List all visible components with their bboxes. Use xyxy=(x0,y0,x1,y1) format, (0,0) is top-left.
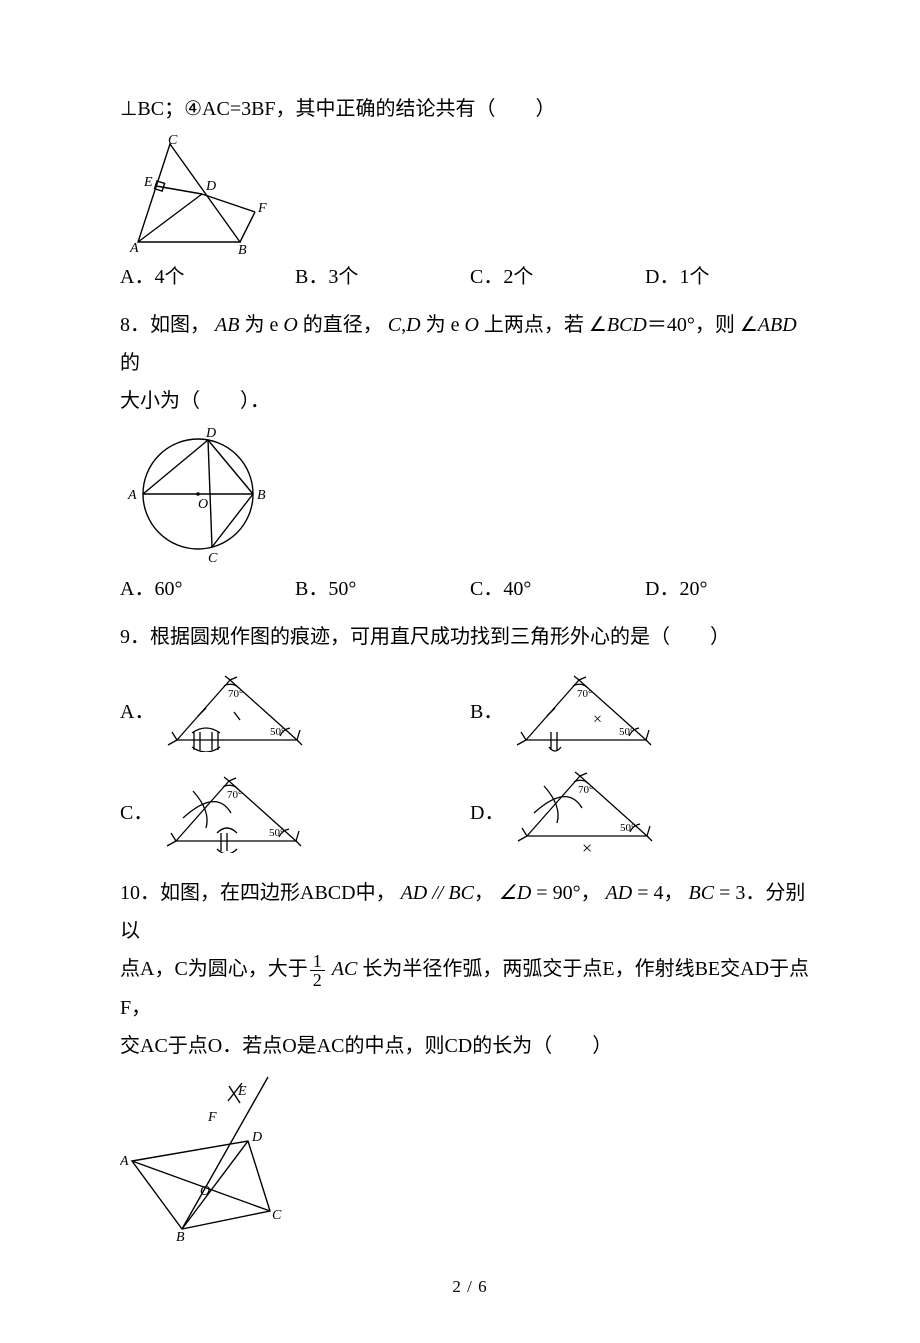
q9-opt-d: D． × 70° 50° xyxy=(470,768,820,858)
q8-figure: A B C D O xyxy=(120,426,275,566)
svg-text:F: F xyxy=(207,1110,217,1125)
q9-fig-d: × 70° 50° xyxy=(512,768,662,858)
q9-stem: 9．根据圆规作图的痕迹，可用直尺成功找到三角形外心的是（ ） xyxy=(120,618,820,656)
page: ⊥BC；④AC=3BF，其中正确的结论共有（ ） A B C D E F A．4… xyxy=(0,0,920,1343)
q9-fig-b: × 70° 50° xyxy=(511,672,661,752)
svg-text:F: F xyxy=(257,201,267,216)
q9-options: A． 70° 50° xyxy=(120,664,820,866)
svg-text:70°: 70° xyxy=(578,784,593,796)
svg-text:×: × xyxy=(582,838,592,858)
svg-text:D: D xyxy=(251,1130,262,1145)
q7-opt-d: D．1个 xyxy=(645,258,820,296)
q7-opt-a: A．4个 xyxy=(120,258,295,296)
q9-opt-b: B． × 70° 50° xyxy=(470,672,820,752)
svg-text:A: A xyxy=(120,1154,129,1169)
q8-opt-a: A．60° xyxy=(120,570,295,608)
svg-text:D: D xyxy=(205,426,216,441)
q9-opt-b-label: B． xyxy=(470,693,503,731)
svg-text:A: A xyxy=(129,241,139,254)
svg-text:O: O xyxy=(198,497,208,512)
svg-text:70°: 70° xyxy=(228,688,243,700)
q7-options: A．4个 B．3个 C．2个 D．1个 xyxy=(120,258,820,296)
svg-text:×: × xyxy=(593,711,602,728)
svg-text:50°: 50° xyxy=(619,726,634,738)
q9-opt-c-label: C． xyxy=(120,794,153,832)
q8-opt-d: D．20° xyxy=(645,570,820,608)
svg-text:E: E xyxy=(237,1084,247,1099)
q10-stem-3: 交AC于点O．若点O是AC的中点，则CD的长为（ ） xyxy=(120,1027,820,1065)
q7-tail: ⊥BC；④AC=3BF，其中正确的结论共有（ ） xyxy=(120,90,820,128)
q10-figure: A B C D F E O xyxy=(120,1071,290,1241)
q9-opt-a-label: A． xyxy=(120,693,154,731)
q10-stem-1: 10．如图，在四边形ABCD中， AD // BC， ∠D = 90°， AD … xyxy=(120,874,820,950)
q7-opt-b: B．3个 xyxy=(295,258,470,296)
page-footer: 2 / 6 xyxy=(120,1271,820,1303)
q9-fig-c: 70° 50° xyxy=(161,773,311,853)
svg-text:B: B xyxy=(238,243,247,254)
q10-stem-2: 点A，C为圆心，大于12 AC 长为半径作弧，两弧交于点E，作射线BE交AD于点… xyxy=(120,950,820,1027)
svg-text:C: C xyxy=(208,551,218,566)
q8-stem-1: 8．如图， AB 为 e O 的直径， C,D 为 e O 上两点，若 ∠BCD… xyxy=(120,306,820,382)
q8-options: A．60° B．50° C．40° D．20° xyxy=(120,570,820,608)
svg-text:50°: 50° xyxy=(270,726,285,738)
svg-text:O: O xyxy=(200,1184,210,1199)
svg-text:C: C xyxy=(272,1208,282,1223)
q7-figure: A B C D E F xyxy=(120,134,280,254)
q9-opt-c: C． 70° 50° xyxy=(120,768,470,858)
q9-fig-a: 70° 50° xyxy=(162,672,312,752)
svg-text:C: C xyxy=(168,134,178,148)
svg-text:E: E xyxy=(143,175,153,190)
svg-text:B: B xyxy=(176,1230,185,1241)
svg-text:B: B xyxy=(257,488,266,503)
q9-opt-d-label: D． xyxy=(470,794,504,832)
q8-opt-c: C．40° xyxy=(470,570,645,608)
q8-opt-b: B．50° xyxy=(295,570,470,608)
svg-text:50°: 50° xyxy=(269,827,284,839)
q7-opt-c: C．2个 xyxy=(470,258,645,296)
svg-text:50°: 50° xyxy=(620,822,635,834)
svg-text:A: A xyxy=(127,488,137,503)
q8-stem-2: 大小为（ ）． xyxy=(120,382,820,420)
svg-text:70°: 70° xyxy=(227,789,242,801)
svg-text:70°: 70° xyxy=(577,688,592,700)
svg-text:D: D xyxy=(205,179,216,194)
q9-opt-a: A． 70° 50° xyxy=(120,672,470,752)
